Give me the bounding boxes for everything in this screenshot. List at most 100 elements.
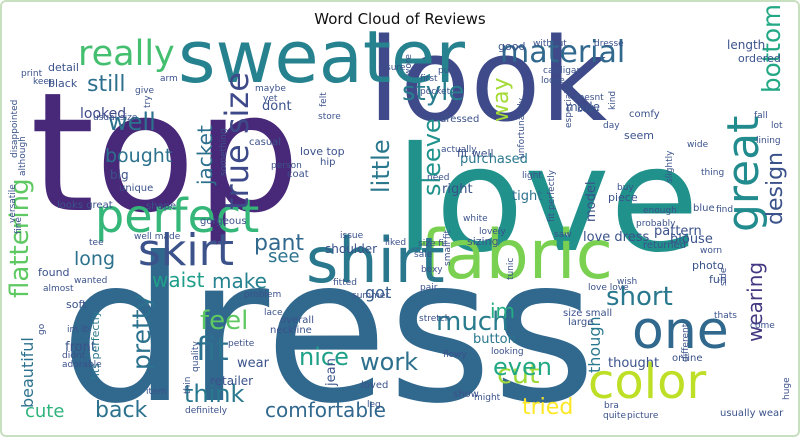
word-soft: soft bbox=[66, 298, 87, 311]
word-print: print bbox=[21, 69, 43, 79]
word-bought: bought bbox=[105, 145, 172, 167]
word-returned: returned bbox=[643, 240, 686, 251]
word-flattering: flattering bbox=[5, 178, 35, 298]
word-hip: hip bbox=[320, 157, 335, 168]
word-lace: lace bbox=[264, 308, 283, 318]
word-piece: piece bbox=[608, 191, 638, 204]
word-purchased: purchased bbox=[460, 152, 528, 167]
word-button: button bbox=[473, 332, 516, 347]
word-fall: fall bbox=[754, 111, 768, 121]
word-size-fit: size fit bbox=[418, 239, 448, 249]
word-kind: kind bbox=[608, 91, 618, 110]
word-style: style bbox=[402, 77, 464, 107]
word-fits-perfectly: fits perfectly bbox=[89, 310, 102, 380]
word-bottom: bottom bbox=[757, 4, 786, 93]
word-item: item bbox=[146, 387, 166, 397]
word-wish: wish bbox=[617, 277, 637, 287]
word-fit-perfectly: fit perfectly bbox=[547, 169, 557, 222]
word-bra: bra bbox=[604, 401, 619, 411]
word-waist: waist bbox=[152, 268, 205, 292]
word-sleeve: sleeve bbox=[418, 118, 446, 196]
word-fit-well: fit well bbox=[457, 147, 494, 160]
word-great: great bbox=[718, 116, 769, 232]
word-issue: issue bbox=[340, 231, 364, 241]
word-front: front bbox=[65, 340, 96, 355]
word-loved: loved bbox=[361, 380, 388, 391]
word-person: person bbox=[271, 161, 302, 171]
word-usual-size: usual size bbox=[93, 113, 138, 123]
word-good: good bbox=[498, 40, 525, 53]
word-cardigan: cardigan bbox=[543, 66, 582, 76]
word-store: store bbox=[318, 112, 341, 122]
word-short: short bbox=[606, 282, 673, 312]
word-feel: feel bbox=[200, 306, 248, 336]
word-picture: picture bbox=[627, 411, 659, 421]
word-thin: thin bbox=[183, 377, 193, 394]
word-fun: fun bbox=[709, 273, 727, 286]
word-black: black bbox=[48, 77, 78, 90]
word-body: body bbox=[577, 105, 600, 115]
word-thing: thing bbox=[701, 168, 724, 178]
word-yet: yet bbox=[263, 94, 278, 104]
word-different: different bbox=[681, 323, 691, 362]
word-liked: liked bbox=[385, 238, 406, 248]
word-beautiful: beautiful bbox=[18, 337, 37, 408]
word-tunic: tunic bbox=[506, 258, 516, 280]
word-sizing: sizing bbox=[467, 235, 499, 248]
word-color: color bbox=[588, 354, 706, 410]
word-perfect: perfect bbox=[95, 189, 259, 243]
word-coat: coat bbox=[287, 169, 309, 180]
word-find: find bbox=[716, 205, 733, 215]
word-light: light bbox=[522, 171, 542, 181]
word-lining: lining bbox=[756, 136, 781, 146]
word-im-lb: im lb bbox=[67, 325, 90, 335]
word-maybe: maybe bbox=[255, 84, 286, 94]
word-pant: pant bbox=[254, 231, 304, 256]
word-see: see bbox=[268, 246, 300, 267]
word-give: give bbox=[135, 86, 155, 96]
word-loose: loose bbox=[541, 76, 565, 86]
word-actually: actually bbox=[441, 145, 477, 155]
word-got: got bbox=[365, 283, 391, 302]
word-comfortable: comfortable bbox=[265, 398, 386, 422]
word-make: make bbox=[212, 269, 267, 293]
word-really: really bbox=[78, 34, 175, 74]
word-looked: looked bbox=[80, 106, 126, 122]
word-tee: tee bbox=[89, 238, 104, 248]
word-back: back bbox=[95, 398, 148, 423]
word-wear: wear bbox=[237, 356, 270, 371]
word-stretch: stretch bbox=[419, 314, 450, 324]
word-probably: probably bbox=[636, 219, 676, 229]
word-lovely: lovely bbox=[479, 227, 506, 237]
word-photo: photo bbox=[692, 259, 724, 272]
word-might: might bbox=[474, 393, 501, 403]
word-though: though bbox=[585, 316, 604, 373]
word-small-fit: small fit bbox=[443, 229, 453, 266]
word-length: length bbox=[727, 38, 765, 52]
word-sale: sale bbox=[414, 250, 433, 260]
word-neckline: neckline bbox=[270, 325, 312, 336]
word-looks-great: looks great bbox=[57, 200, 113, 211]
word-size-small: size small bbox=[563, 308, 612, 319]
word-day: day bbox=[603, 121, 620, 131]
word-keep: keep bbox=[33, 77, 55, 87]
word-retailer: retailer bbox=[210, 374, 253, 388]
word-fitted: fitted bbox=[333, 278, 357, 288]
word-ordered: ordered bbox=[738, 52, 781, 65]
word-cut: cut bbox=[497, 359, 540, 390]
word-wore: wore bbox=[404, 54, 414, 76]
word-way: way bbox=[489, 78, 514, 123]
word-right: right bbox=[442, 182, 473, 197]
word-especially: especially bbox=[564, 83, 574, 128]
word-disappointed: disappointed bbox=[10, 100, 20, 158]
word-unique: unique bbox=[119, 183, 153, 194]
word-wearing: wearing bbox=[743, 262, 767, 342]
word-worn: worn bbox=[700, 246, 722, 256]
word-saw: saw bbox=[554, 230, 572, 240]
word-buy: buy bbox=[617, 183, 634, 193]
word-arm: arm bbox=[160, 74, 178, 84]
word-little: little bbox=[367, 139, 395, 193]
word-huge: huge bbox=[782, 377, 792, 400]
